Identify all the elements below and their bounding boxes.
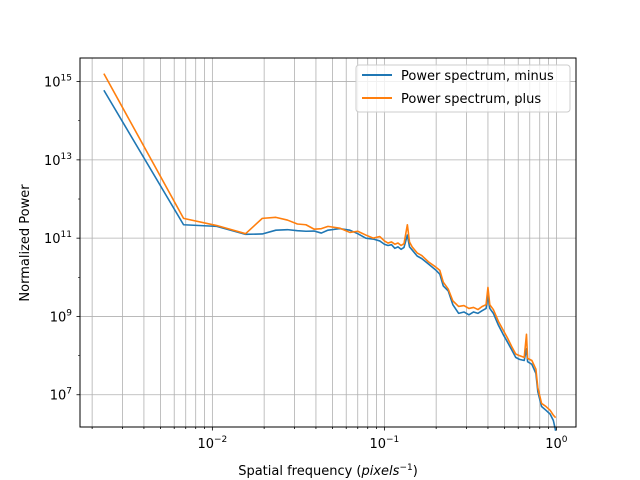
y-tick-label: 107 [50,387,72,404]
axis-ticks [76,81,557,431]
series-line-plus [103,73,557,419]
x-tick-label: 100 [545,435,568,452]
legend: Power spectrum, minus Power spectrum, pl… [355,64,571,113]
y-tick-label: 1011 [44,230,72,247]
y-tick-label: 109 [50,308,73,325]
series-line-minus [103,89,557,431]
x-tick-label: 10−2 [197,435,227,452]
legend-box [355,64,571,113]
y-tick-label: 1013 [44,152,72,169]
axes-frame [79,57,577,428]
x-axis-label: Spatial frequency (pixels−1) [238,463,418,479]
legend-label-minus: Power spectrum, minus [401,69,554,84]
legend-label-plus: Power spectrum, plus [401,92,541,107]
x-tick-label: 10−1 [369,435,399,452]
tick-labels: 10−2 10−1 100 107 109 1011 1013 1015 [44,74,568,452]
grid-lines [80,58,576,427]
series-lines [103,73,557,431]
y-axis-label: Normalized Power [18,184,33,302]
y-tick-label: 1015 [44,74,72,91]
